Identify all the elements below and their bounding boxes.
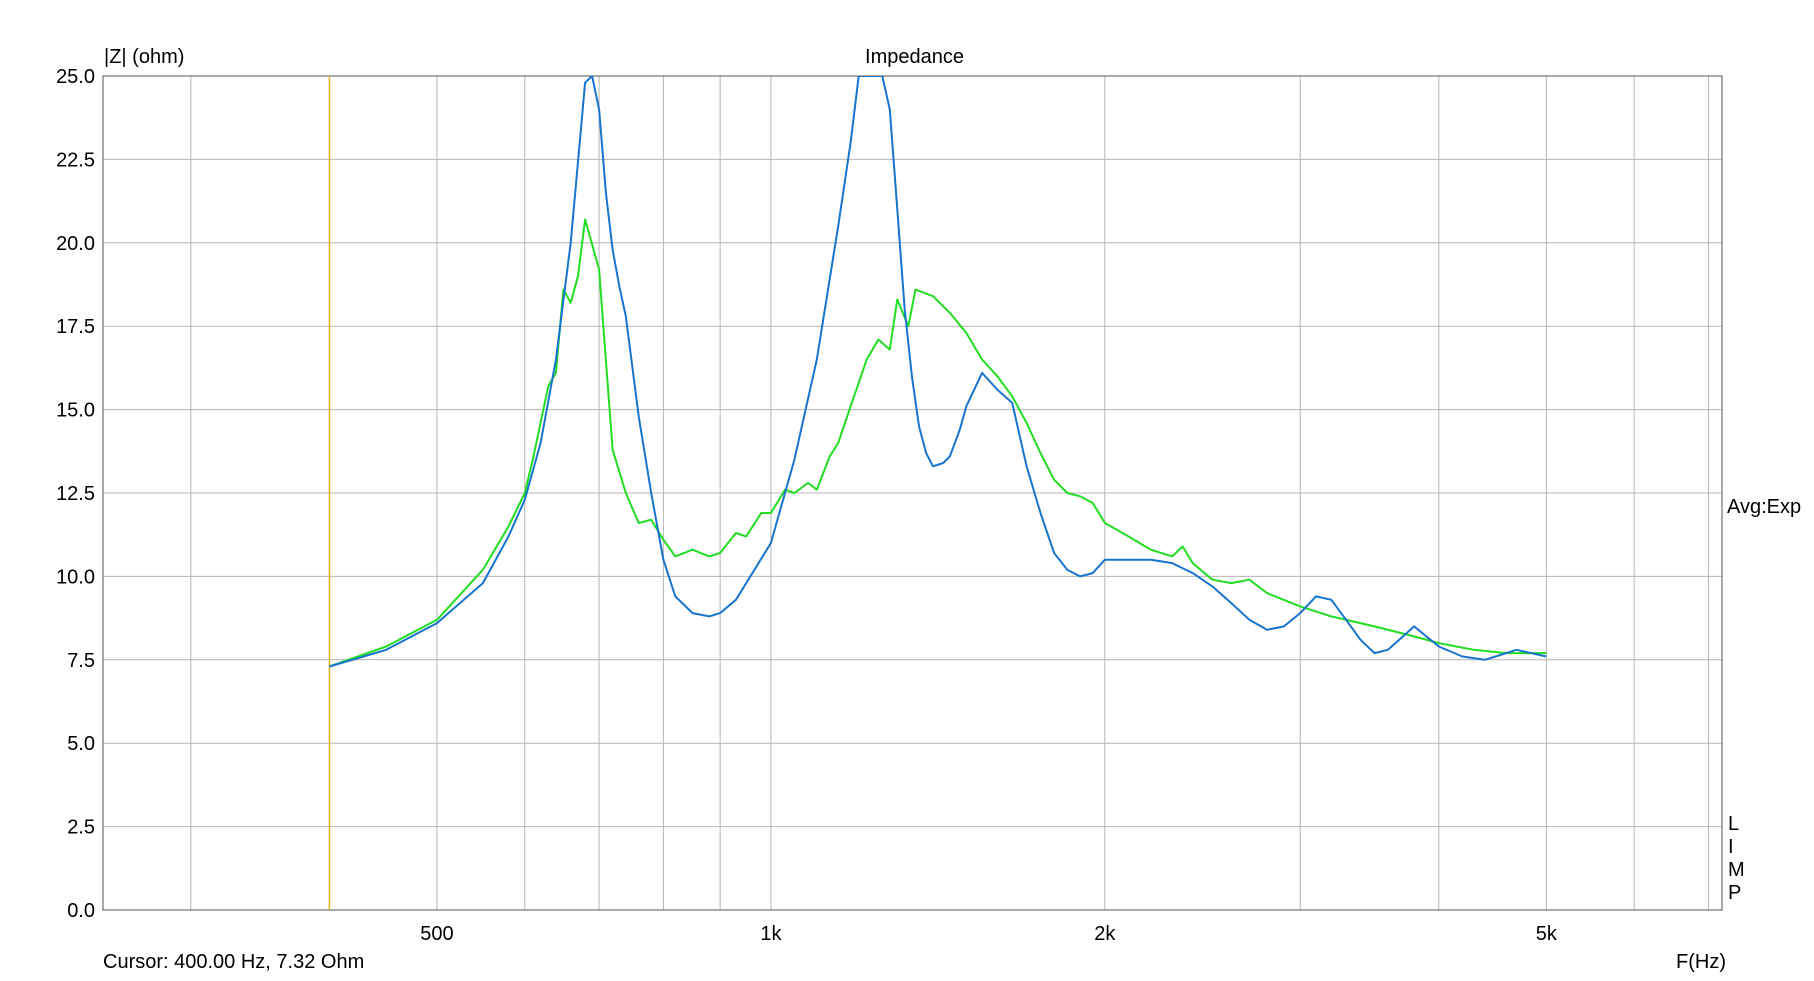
impedance-trace-green xyxy=(329,218,1547,668)
cursor-readout: Cursor: 400.00 Hz, 7.32 Ohm xyxy=(103,951,365,973)
x-tick-label: 500 xyxy=(420,923,453,945)
chart-title: Impedance xyxy=(865,46,964,68)
y-tick-label: 5.0 xyxy=(67,733,95,755)
side-letter: M xyxy=(1728,859,1745,881)
x-axis-label: F(Hz) xyxy=(1676,951,1726,973)
side-letter: L xyxy=(1728,813,1739,835)
x-tick-label: 5k xyxy=(1536,923,1558,945)
plot-frame xyxy=(102,75,1723,911)
y-tick-label: 15.0 xyxy=(56,400,95,422)
y-tick-labels: 25.0 22.5 20.0 17.5 15.0 12.5 10.0 7.5 5.0 2.5 0.0 xyxy=(56,66,95,922)
grid xyxy=(103,75,1722,911)
x-tick-label: 1k xyxy=(760,923,782,945)
y-tick-label: 22.5 xyxy=(56,149,95,171)
series-layer xyxy=(329,76,1547,668)
y-tick-label: 25.0 xyxy=(56,66,95,88)
y-tick-label: 17.5 xyxy=(56,316,95,338)
y-tick-label: 0.0 xyxy=(67,900,95,922)
averaging-label: Avg:Exp xyxy=(1727,496,1801,518)
impedance-trace-blue xyxy=(329,76,1547,668)
x-tick-labels: 500 1k 2k 5k xyxy=(420,923,1558,945)
x-tick-label: 2k xyxy=(1094,923,1116,945)
y-tick-label: 10.0 xyxy=(56,566,95,588)
side-letter: I xyxy=(1728,836,1734,858)
y-tick-label: 20.0 xyxy=(56,233,95,255)
y-tick-label: 2.5 xyxy=(67,817,95,839)
y-tick-label: 7.5 xyxy=(67,650,95,672)
y-tick-label: 12.5 xyxy=(56,483,95,505)
side-letter: P xyxy=(1728,882,1741,904)
y-axis-label: |Z| (ohm) xyxy=(104,46,184,68)
